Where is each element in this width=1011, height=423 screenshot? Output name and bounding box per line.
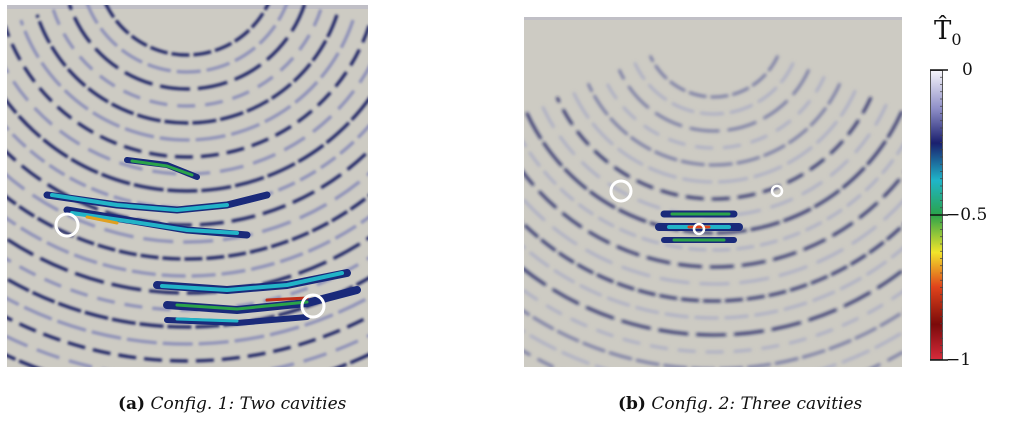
wavefront [104,5,270,57]
reflection-band [130,159,194,177]
cavity-marker [692,222,706,236]
colorbar-subscript: 0 [951,30,962,50]
colorbar-title: T̂0 [934,18,962,48]
caption-a-text: Config. 1: Two cavities [150,394,347,414]
colorbar-tick-label: −1 [946,350,972,370]
reflection-band [50,193,229,212]
reflection-band [175,300,309,311]
wavefront [524,141,902,252]
caption-a: (a) Config. 1: Two cavities [118,394,346,414]
colorbar-tick-label: 0 [962,60,973,80]
caption-b-text: Config. 2: Three cavities [651,394,863,414]
wavefront [586,82,842,167]
cavity-marker [609,179,633,203]
panel-a-image [7,5,368,367]
wavefront [524,222,902,303]
reflection-band [164,314,310,326]
wavefront [524,171,902,269]
panel-a-field [7,5,368,367]
wavefront [555,96,873,201]
reflection-band [175,317,239,323]
panel-b-field [524,17,902,367]
wavefront [19,19,355,142]
wavefront [7,276,368,329]
wavefront [86,5,288,74]
panel-b-image [524,17,902,367]
colorbar-tick-label: −0.5 [946,205,988,225]
wavefront [51,8,323,108]
wavefront [524,198,902,286]
wavefront [602,75,826,150]
wavefront [617,68,811,133]
reflection-band [70,211,239,235]
wavefront [7,97,368,193]
wavefront [633,62,795,116]
reflection-band [160,271,344,292]
cavity-marker [300,293,326,319]
wavefront [7,236,368,295]
wavefront [648,55,780,99]
reflection-band [265,296,309,302]
caption-b-label: (b) [618,394,646,414]
wavefront [7,315,368,363]
wavefront [7,25,368,159]
colorbar: T̂0 0 −0.5 −1 [930,18,1010,370]
wavefront [67,5,307,91]
wavefront [571,89,857,184]
wavefront [7,296,368,346]
colorbar-symbol: T̂ [934,16,952,46]
wavefront [7,194,368,261]
caption-a-label: (a) [118,394,146,414]
reflection-band [85,215,119,225]
wavefront [35,14,339,125]
wavefront [524,288,902,354]
wavefront [7,172,368,244]
cavity-marker [54,212,80,238]
wavefront [524,110,902,235]
wavefront [524,245,902,320]
caption-b: (b) Config. 2: Three cavities [618,394,862,414]
colorbar-tick-marks [930,69,948,361]
wavefront [524,267,902,337]
cavity-marker [770,184,784,198]
wavefront [7,149,368,227]
